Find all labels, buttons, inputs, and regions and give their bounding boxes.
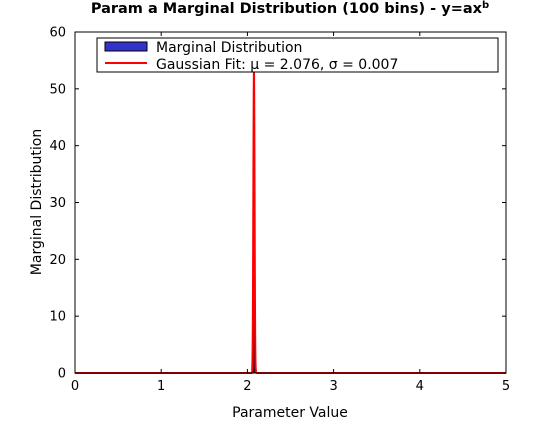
plot-area: [75, 71, 506, 374]
y-tick-label: 10: [49, 310, 66, 325]
legend-label-gaussian: Gaussian Fit: μ = 2.076, σ = 0.007: [156, 57, 398, 73]
x-axis-ticks: 0 1 2 3 4 5: [71, 32, 510, 394]
x-tick-label: 0: [71, 379, 79, 394]
y-axis-label: Marginal Distribution: [29, 129, 45, 275]
legend-box: [96, 37, 499, 73]
legend: Marginal Distribution Gaussian Fit: μ = …: [96, 37, 499, 73]
legend-label-histogram: Marginal Distribution: [156, 40, 302, 56]
y-tick-label: 30: [49, 196, 66, 211]
x-axis-label: Parameter Value: [232, 405, 348, 420]
x-tick-label: 4: [416, 379, 424, 394]
y-tick-label: 60: [49, 26, 66, 41]
y-axis-ticks: 0 10 20 30 40 50 60: [49, 26, 506, 382]
chart-title: Param a Marginal Distribution (100 bins)…: [91, 0, 489, 17]
x-tick-label: 5: [502, 379, 510, 394]
y-tick-label: 40: [49, 139, 66, 154]
y-tick-label: 50: [49, 82, 66, 97]
y-tick-label: 0: [58, 367, 66, 382]
x-tick-label: 1: [157, 379, 165, 394]
plot-frame: [74, 31, 507, 374]
legend-swatch-histogram: [104, 41, 148, 52]
y-tick-label: 20: [49, 253, 66, 268]
chart-title-superscript: b: [482, 0, 489, 11]
x-tick-label: 3: [329, 379, 337, 394]
x-tick-label: 2: [243, 379, 251, 394]
chart-title-main: Param a Marginal Distribution (100 bins)…: [91, 1, 483, 17]
gaussian-fit-line: [75, 71, 506, 374]
